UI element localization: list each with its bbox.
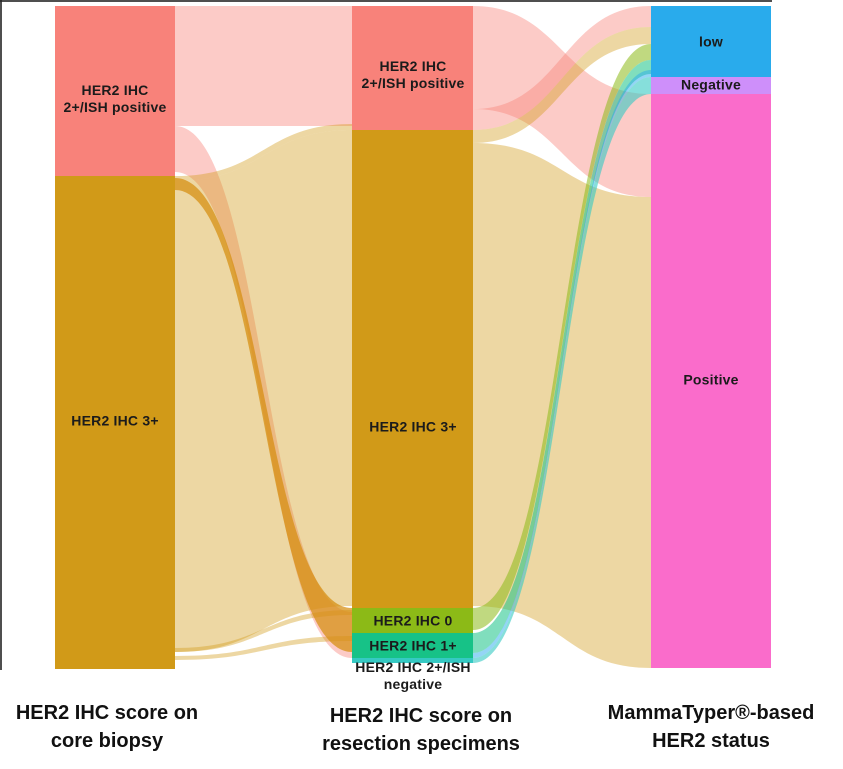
flow-ihc3-to-low[interactable] [473, 27, 651, 143]
node-m1[interactable] [352, 6, 473, 130]
axis-title-line: resection specimens [322, 733, 520, 755]
flow-ihc3-to-ihc3[interactable] [175, 130, 352, 652]
flow-ihc0-to-low[interactable] [473, 44, 651, 630]
flow-ihc3-to-ihc1-thin[interactable] [175, 636, 352, 660]
flow-ihc3-to-ihc0-thin[interactable] [175, 610, 352, 652]
node-l2[interactable] [55, 176, 175, 669]
node-m4[interactable] [352, 633, 473, 658]
flow-ihc2neg-to-negative[interactable] [473, 77, 651, 663]
figure-left-border [0, 0, 2, 670]
flow-ihc3-to-low-scores-dark[interactable] [175, 178, 352, 652]
flow-ihc2pos-to-low-scores[interactable] [175, 126, 352, 658]
axis-title-line: HER2 status [652, 730, 770, 752]
figure-top-border [0, 0, 772, 2]
node-m2[interactable] [352, 130, 473, 608]
node-m3[interactable] [352, 608, 473, 633]
axis-title-resection: HER2 IHC score on resection specimens [308, 702, 534, 758]
axis-title-line: HER2 IHC score on [329, 705, 513, 727]
axis-title-line: core biopsy [50, 730, 164, 752]
flow-ihc1-to-negative[interactable] [473, 70, 651, 658]
axis-title-line: HER2 IHC score on [15, 702, 199, 724]
axis-title-core-biopsy: HER2 IHC score on core biopsy [0, 699, 220, 755]
node-r1[interactable] [651, 6, 771, 77]
axis-title-line: MammaTyper®-based [607, 702, 815, 724]
axis-title-mammatyper: MammaTyper®-based HER2 status [582, 699, 840, 755]
node-r3[interactable] [651, 94, 771, 668]
node-r2[interactable] [651, 77, 771, 94]
node-l1[interactable] [55, 6, 175, 176]
flow-ihc2pos-to-low[interactable] [473, 6, 651, 130]
flow-ihc1-to-low[interactable] [473, 60, 651, 653]
flow-ihc2pos-to-ihc2pos[interactable] [175, 6, 352, 126]
node-m5[interactable] [352, 658, 473, 663]
flow-ihc3-to-positive[interactable] [473, 143, 651, 668]
flow-ihc3-to-ihc2pos[interactable] [175, 124, 352, 181]
